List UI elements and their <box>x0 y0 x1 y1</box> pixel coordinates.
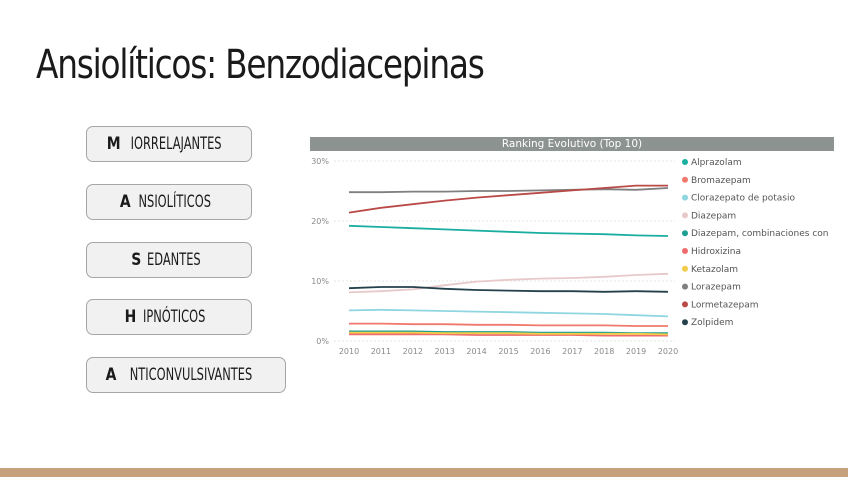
miorrelajantes-button[interactable]: M IORRELAJANTES <box>86 126 252 162</box>
category-label: H IPNÓTICOS <box>125 307 213 327</box>
legend-label: Hidroxizina <box>691 247 741 257</box>
series-line <box>348 286 669 293</box>
series-line <box>348 308 669 318</box>
series-line <box>348 184 668 214</box>
legend-marker <box>682 248 688 254</box>
legend-marker <box>682 159 688 165</box>
category-initial: H <box>125 307 137 327</box>
legend-label: Bromazepam <box>691 176 751 186</box>
legend-marker <box>682 212 688 219</box>
page-title: Ansiolíticos: Benzodiacepinas <box>36 42 485 88</box>
x-tick-label: 2016 <box>530 347 550 356</box>
y-tick-label: 10% <box>311 277 329 286</box>
category-initial: A <box>119 192 131 212</box>
legend-marker <box>682 283 688 290</box>
legend-label: Lorazepam <box>691 283 741 293</box>
x-tick-label: 2017 <box>562 347 582 356</box>
series-line <box>349 333 668 337</box>
legend-marker <box>682 265 688 272</box>
sedantes-button[interactable]: S EDANTES <box>86 242 252 278</box>
y-tick-label: 20% <box>311 217 329 226</box>
legend-marker <box>682 194 688 201</box>
y-tick-label: 0% <box>316 337 329 346</box>
legend-marker <box>682 319 688 326</box>
series-line <box>349 331 669 336</box>
legend-label: Diazepam, combinaciones con <box>691 229 828 239</box>
legend-marker <box>682 301 688 308</box>
x-tick-label: 2012 <box>403 347 423 356</box>
series-line <box>348 272 669 294</box>
category-rest: NTICONVULSIVANTES <box>130 365 253 385</box>
series-line <box>348 224 669 237</box>
legend-label: Diazepam <box>691 211 736 221</box>
legend-label: Ketazolam <box>691 265 738 275</box>
category-label: A NTICONVULSIVANTES <box>106 365 266 385</box>
legend-label: Lormetazepam <box>691 300 759 310</box>
series-line <box>349 330 668 335</box>
category-initial: S <box>131 250 142 270</box>
legend-label: Alprazolam <box>691 158 742 168</box>
chart-title: Ranking Evolutivo (Top 10) <box>310 137 834 151</box>
legend-label: Zolpidem <box>691 318 733 328</box>
ansioliticos-button[interactable]: A NSIOLÍTICOS <box>86 184 252 220</box>
footer-bar <box>0 468 848 477</box>
x-tick-label: 2019 <box>626 347 646 356</box>
legend-label: Clorazepato de potasio <box>691 194 795 204</box>
y-tick-label: 30% <box>311 157 329 166</box>
series-line <box>349 187 669 194</box>
x-tick-label: 2020 <box>658 347 678 356</box>
category-rest: EDANTES <box>147 250 201 270</box>
x-tick-label: 2011 <box>371 347 391 356</box>
anticonvulsivantes-button[interactable]: A NTICONVULSIVANTES <box>86 357 286 393</box>
category-label: A NSIOLÍTICOS <box>119 192 218 212</box>
x-tick-label: 2018 <box>594 347 614 356</box>
x-tick-label: 2013 <box>435 347 455 356</box>
category-initial: A <box>105 365 117 385</box>
category-rest: NSIOLÍTICOS <box>138 192 211 212</box>
legend-marker <box>682 230 688 237</box>
category-label: S EDANTES <box>131 250 206 270</box>
x-tick-label: 2015 <box>498 347 518 356</box>
category-label: M IORRELAJANTES <box>107 134 232 154</box>
category-rest: IPNÓTICOS <box>143 307 207 327</box>
hipnoticos-button[interactable]: H IPNÓTICOS <box>86 299 252 335</box>
legend-marker <box>682 176 688 183</box>
x-tick-label: 2010 <box>339 347 359 356</box>
category-rest: IORRELAJANTES <box>130 134 222 154</box>
series-line <box>349 322 668 327</box>
x-tick-label: 2014 <box>466 347 486 356</box>
category-initial: M <box>106 134 121 154</box>
